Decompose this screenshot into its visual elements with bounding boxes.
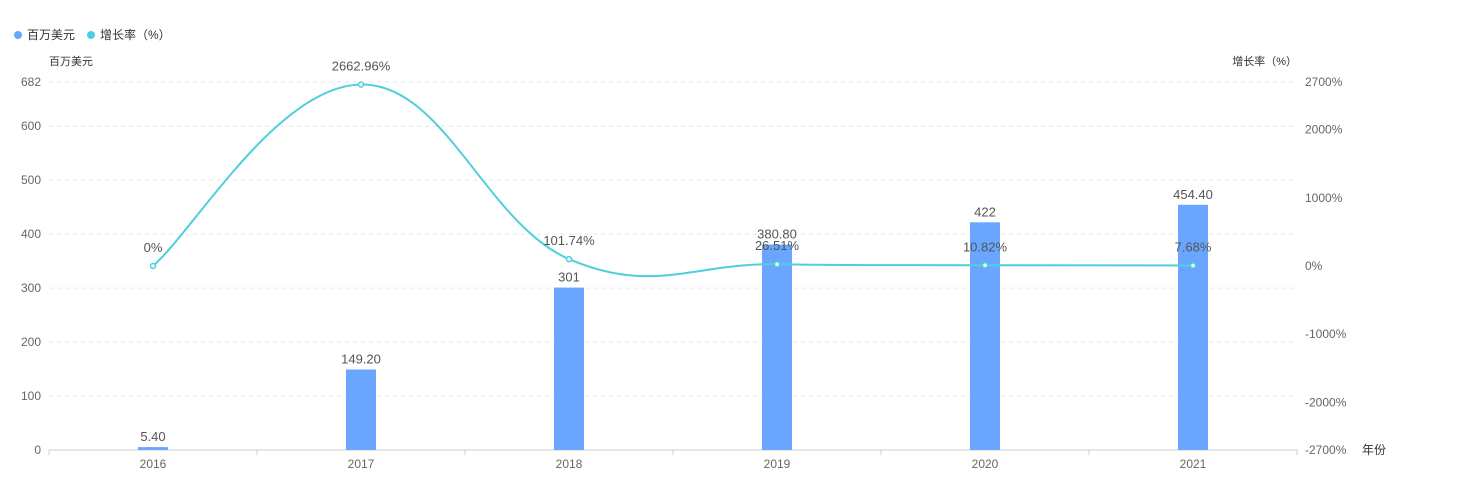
growth-rate-point (1189, 262, 1197, 269)
y-left-tick-label: 300 (21, 281, 41, 295)
growth-rate-line (152, 83, 1194, 278)
x-axis-title: 年份 (1362, 443, 1386, 457)
bar (554, 287, 584, 450)
y-right-axis-title: 增长率（%） (1232, 54, 1297, 68)
bar-data-label: 380.80 (757, 227, 797, 242)
line-data-label: 26.51% (755, 238, 800, 253)
y-right-tick-label: -2000% (1305, 395, 1347, 409)
bar (138, 447, 168, 450)
bar-data-label: 422 (974, 204, 996, 219)
chart-legend: 百万美元 增长率（%） (14, 26, 171, 43)
y-left-tick-label: 400 (21, 227, 41, 241)
line-data-label: 0% (144, 240, 163, 255)
bar (1178, 204, 1208, 450)
legend-bar-swatch (14, 30, 22, 39)
bar (346, 369, 376, 450)
y-right-tick-label: 0% (1305, 259, 1323, 273)
growth-rate-point (357, 81, 365, 88)
growth-rate-point (565, 255, 573, 263)
y-left-tick-label: 500 (21, 173, 41, 187)
bar-data-label: 149.20 (341, 351, 381, 366)
x-tick-label: 2021 (1180, 457, 1207, 471)
line-data-label: 2662.96% (332, 59, 391, 74)
line-data-label: 7.68% (1175, 239, 1212, 254)
x-tick-label: 2017 (348, 457, 375, 471)
x-tick-label: 2018 (556, 457, 583, 471)
y-left-tick-label: 0 (34, 443, 41, 457)
line-data-label: 10.82% (963, 239, 1008, 254)
bar-data-label: 454.40 (1173, 187, 1213, 202)
y-left-tick-label: 200 (21, 335, 41, 349)
y-right-tick-label: 2700% (1305, 75, 1343, 89)
growth-rate-point (981, 262, 989, 269)
y-right-tick-label: 2000% (1305, 123, 1343, 137)
legend-line-swatch (87, 30, 96, 39)
x-tick-label: 2016 (140, 457, 167, 471)
y-right-tick-label: -1000% (1305, 327, 1347, 341)
y-left-axis-title: 百万美元 (49, 55, 93, 68)
legend-item-line[interactable]: 增长率（%） (87, 26, 171, 43)
legend-line-label: 增长率（%） (100, 28, 171, 42)
growth-rate-point (773, 260, 781, 268)
bar (970, 222, 1000, 450)
y-right-tick-label: 1000% (1305, 191, 1343, 205)
x-tick-label: 2020 (972, 457, 999, 471)
growth-rate-point (149, 262, 157, 270)
y-left-tick-label: 600 (21, 119, 41, 133)
legend-bar-label: 百万美元 (27, 28, 76, 42)
line-data-label: 101.74% (543, 233, 595, 248)
x-tick-label: 2019 (764, 457, 791, 471)
y-right-tick-label: -2700% (1305, 443, 1347, 457)
legend-item-bar[interactable]: 百万美元 (14, 26, 75, 43)
y-left-tick-label: 682 (21, 75, 41, 89)
y-left-tick-label: 100 (21, 389, 41, 403)
bar-data-label: 5.40 (140, 429, 165, 444)
bar (762, 244, 792, 450)
bar-data-label: 301 (558, 270, 580, 285)
